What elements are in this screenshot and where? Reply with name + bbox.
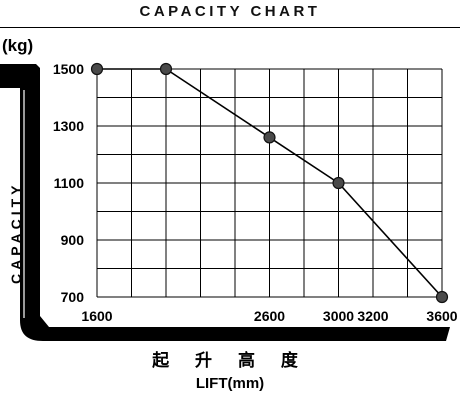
series-line-segment <box>337 182 443 298</box>
y-tick-label: 700 <box>61 289 85 305</box>
x-tick-label: 2600 <box>254 308 285 324</box>
series-line-segment <box>269 136 339 184</box>
x-tick-label: 3600 <box>426 308 457 324</box>
data-point <box>332 176 345 190</box>
x-tick-label: 3000 <box>323 308 354 324</box>
title-divider <box>0 27 460 28</box>
data-point <box>435 290 449 304</box>
x-tick-label: 1600 <box>81 308 112 324</box>
chart-lines <box>97 68 443 298</box>
y-tick-label: 1300 <box>53 118 84 134</box>
chart-grid <box>96 68 443 298</box>
chart-title: CAPACITY CHART <box>139 3 321 20</box>
y-tick-label: 1500 <box>53 61 84 77</box>
data-point <box>263 131 276 144</box>
chart-ticks: 700 900 1100 1300 1500 1600 2600 3000 3200 3600 <box>53 61 458 324</box>
data-point <box>159 62 173 76</box>
y-tick-label: 900 <box>61 232 85 248</box>
x-axis-label: LIFT(mm) <box>195 375 265 392</box>
x-axis-label-cn: 起 升 高 度 <box>152 351 308 371</box>
data-point <box>90 62 104 76</box>
y-tick-label: 1100 <box>54 175 85 191</box>
series-line-segment <box>165 68 270 139</box>
y-axis-label: CAPACITY <box>8 181 24 284</box>
chart-markers <box>90 62 449 304</box>
unit-label: (kg) <box>2 36 34 55</box>
x-tick-label: 3200 <box>357 308 388 324</box>
